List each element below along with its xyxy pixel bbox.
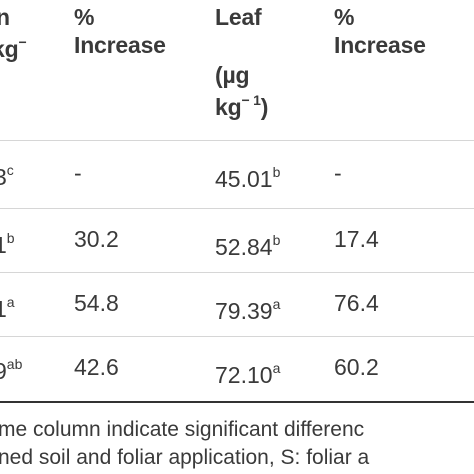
- header-col3-line2: (µg: [215, 62, 250, 88]
- header-col1-line1: n: [0, 4, 10, 30]
- row3-col1: 1a: [0, 294, 15, 322]
- row2-divider: [0, 272, 474, 273]
- row1-col3: 45.01b: [215, 164, 281, 192]
- header-col3-sup: − 1: [241, 92, 261, 108]
- row2-col3: 52.84b: [215, 232, 281, 260]
- row4-col1: 9ab: [0, 356, 23, 384]
- row1-col4: -: [334, 160, 342, 186]
- row3-col2: 54.8: [74, 290, 119, 316]
- footnote-line2: ned soil and foliar application, S: foli…: [0, 446, 370, 469]
- header-col1-sup: −: [18, 34, 27, 50]
- row3-col3: 79.39a: [215, 296, 281, 324]
- row3-col4: 76.4: [334, 290, 379, 316]
- header-col4-line1: %: [334, 4, 355, 30]
- header-col1-line2: kg−: [0, 34, 27, 62]
- header-col2-line2: Increase: [74, 32, 166, 58]
- header-col3-line1: Leaf: [215, 4, 262, 30]
- row2-col4: 17.4: [334, 226, 379, 252]
- row1-divider: [0, 208, 474, 209]
- header-col4-line2: Increase: [334, 32, 426, 58]
- row1-col2: -: [74, 160, 82, 186]
- row4-col2: 42.6: [74, 354, 119, 380]
- header-col3-line3: kg− 1): [215, 92, 269, 120]
- header-col2-line1: %: [74, 4, 95, 30]
- header-divider: [0, 140, 474, 141]
- row3-divider: [0, 336, 474, 337]
- table-bottom-rule: [0, 401, 474, 403]
- row2-col1: 1b: [0, 230, 15, 258]
- row2-col2: 30.2: [74, 226, 119, 252]
- row4-col4: 60.2: [334, 354, 379, 380]
- row4-col3: 72.10a: [215, 360, 281, 388]
- row1-col1: 3c: [0, 162, 14, 190]
- footnote-line1: me column indicate significant differenc: [0, 418, 365, 441]
